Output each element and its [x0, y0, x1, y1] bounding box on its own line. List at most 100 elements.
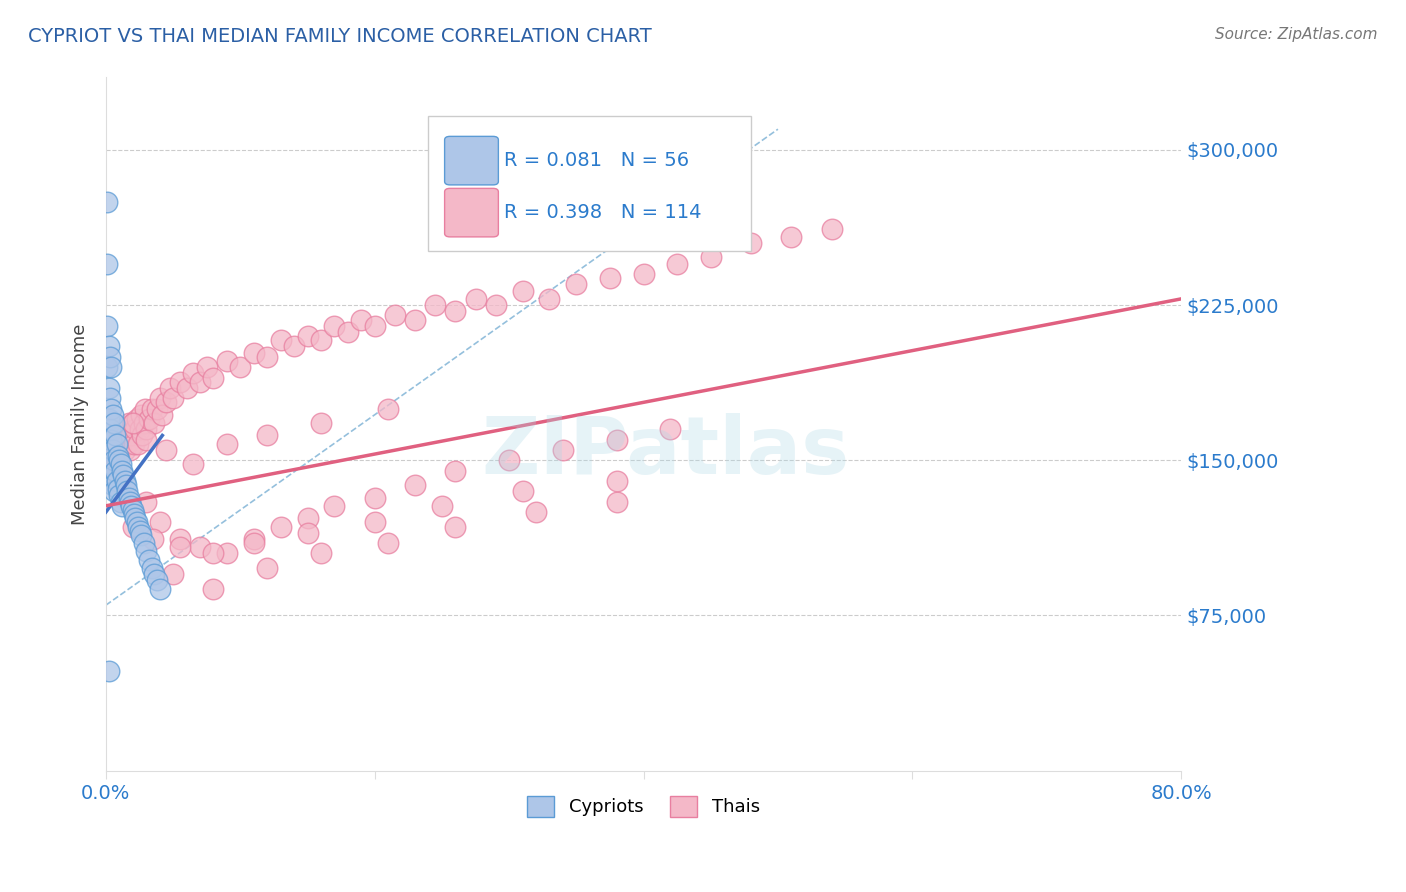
Thais: [780, 229, 803, 244]
Thais: [364, 491, 387, 505]
FancyBboxPatch shape: [444, 188, 498, 237]
Thais: [155, 395, 177, 409]
Thais: [444, 304, 467, 318]
Text: Source: ZipAtlas.com: Source: ZipAtlas.com: [1215, 27, 1378, 42]
Cypriots: [112, 467, 135, 482]
Thais: [309, 416, 332, 430]
Thais: [146, 401, 169, 416]
Thais: [700, 251, 723, 265]
Cypriots: [96, 194, 118, 209]
Cypriots: [146, 574, 169, 588]
Cypriots: [98, 422, 121, 436]
Thais: [176, 381, 198, 395]
Cypriots: [117, 484, 139, 499]
Cypriots: [103, 416, 125, 430]
Cypriots: [101, 442, 124, 457]
Thais: [104, 442, 127, 457]
Thais: [142, 532, 165, 546]
Cypriots: [141, 561, 163, 575]
Thais: [740, 235, 762, 250]
Thais: [129, 408, 152, 422]
Legend: Cypriots, Thais: Cypriots, Thais: [520, 789, 768, 824]
Thais: [135, 422, 157, 436]
Cypriots: [103, 453, 125, 467]
Thais: [512, 484, 534, 499]
Text: R = 0.398   N = 114: R = 0.398 N = 114: [503, 203, 702, 222]
Thais: [364, 318, 387, 333]
Cypriots: [97, 339, 120, 353]
Cypriots: [107, 449, 129, 463]
Cypriots: [96, 318, 118, 333]
Thais: [404, 312, 426, 326]
Thais: [120, 442, 142, 457]
Thais: [122, 436, 145, 450]
Text: ZIPatlas: ZIPatlas: [481, 413, 849, 491]
Cypriots: [100, 360, 122, 375]
Thais: [606, 433, 628, 447]
Thais: [127, 436, 149, 450]
Thais: [103, 433, 125, 447]
Thais: [202, 370, 225, 384]
Thais: [141, 401, 163, 416]
Cypriots: [120, 494, 142, 508]
Cypriots: [111, 499, 134, 513]
Thais: [270, 519, 292, 533]
FancyBboxPatch shape: [429, 116, 751, 251]
Cypriots: [114, 474, 136, 488]
Cypriots: [128, 524, 150, 538]
Cypriots: [100, 433, 122, 447]
Cypriots: [98, 391, 121, 405]
Cypriots: [100, 470, 122, 484]
Cypriots: [132, 536, 155, 550]
Thais: [149, 516, 172, 530]
Thais: [215, 436, 238, 450]
Thais: [195, 360, 218, 375]
Thais: [297, 525, 319, 540]
Cypriots: [129, 528, 152, 542]
Cypriots: [111, 464, 134, 478]
Thais: [215, 354, 238, 368]
Cypriots: [121, 503, 143, 517]
Thais: [108, 428, 131, 442]
Thais: [101, 453, 124, 467]
Cypriots: [104, 464, 127, 478]
Thais: [132, 416, 155, 430]
Thais: [162, 391, 184, 405]
Thais: [155, 442, 177, 457]
Thais: [112, 433, 135, 447]
Thais: [121, 416, 143, 430]
Cypriots: [97, 442, 120, 457]
Thais: [143, 416, 166, 430]
Thais: [430, 499, 453, 513]
Thais: [425, 298, 447, 312]
Thais: [524, 505, 547, 519]
Cypriots: [138, 552, 160, 566]
Thais: [350, 312, 373, 326]
Thais: [128, 422, 150, 436]
Thais: [117, 436, 139, 450]
Cypriots: [98, 350, 121, 364]
Thais: [512, 284, 534, 298]
Thais: [485, 298, 508, 312]
Cypriots: [115, 478, 138, 492]
Thais: [242, 532, 264, 546]
Thais: [659, 422, 682, 436]
Cypriots: [124, 511, 146, 525]
Thais: [599, 271, 621, 285]
Thais: [384, 309, 406, 323]
Cypriots: [143, 567, 166, 582]
Thais: [188, 375, 211, 389]
Thais: [105, 458, 128, 472]
Thais: [215, 546, 238, 560]
Thais: [336, 325, 359, 339]
Thais: [159, 381, 181, 395]
Thais: [115, 428, 138, 442]
Thais: [107, 436, 129, 450]
Cypriots: [98, 458, 121, 472]
Thais: [169, 532, 191, 546]
Thais: [111, 422, 134, 436]
Cypriots: [96, 360, 118, 375]
Thais: [377, 401, 399, 416]
Thais: [134, 401, 156, 416]
Thais: [120, 428, 142, 442]
